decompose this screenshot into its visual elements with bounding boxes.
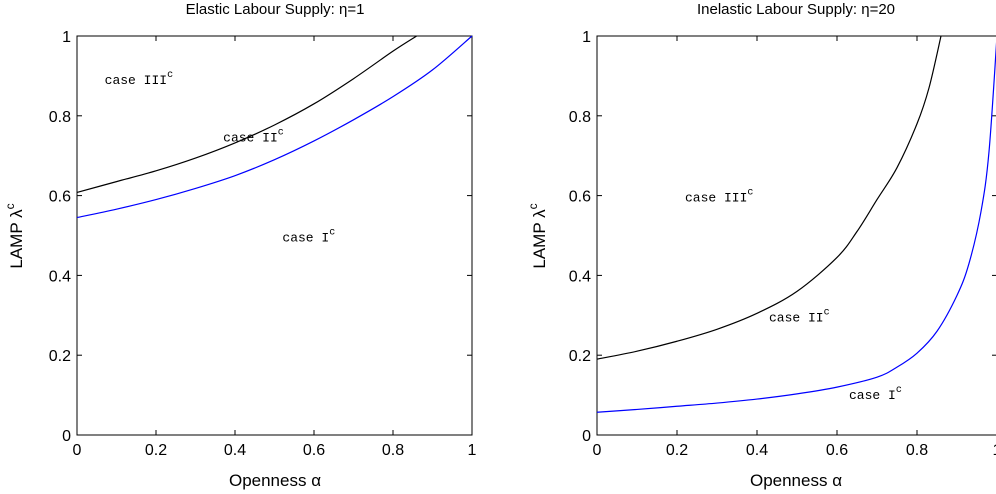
right-annotation: case IIc bbox=[769, 307, 830, 325]
right-y-axis-label: LAMP λc bbox=[526, 203, 549, 268]
left-annotation-sup: c bbox=[329, 227, 335, 238]
right-y-tick-label: 0 bbox=[582, 428, 591, 445]
left-annotation-text: case III bbox=[105, 73, 167, 88]
left-annotation-text: case II bbox=[223, 131, 278, 146]
right-annotation-text: case II bbox=[769, 310, 824, 325]
left-y-tick-label: 1 bbox=[62, 29, 71, 46]
right-x-tick-label: 0.8 bbox=[906, 442, 928, 459]
left-y-tick-label: 0.8 bbox=[49, 109, 71, 126]
right-annotation: case Ic bbox=[849, 385, 902, 403]
left-y-tick-label: 0 bbox=[62, 428, 71, 445]
right-annotation-sup: c bbox=[896, 385, 902, 396]
right-annotation: case IIIc bbox=[685, 188, 753, 206]
left-annotation: case Ic bbox=[282, 227, 335, 245]
right-chart-panel: Inelastic Labour Supply: η=20 0 0.2 0.4 0.6… bbox=[526, 1, 996, 490]
left-chart-title: Elastic Labour Supply: η=1 bbox=[186, 1, 365, 18]
left-x-tick-label: 0.4 bbox=[224, 442, 246, 459]
left-annotation: case IIc bbox=[223, 128, 284, 146]
right-chart-title: Inelastic Labour Supply: η=20 bbox=[697, 1, 895, 18]
left-annotation-sup: c bbox=[278, 128, 284, 139]
left-axis-ticks: 0 0.2 0.4 0.6 0.8 1 0 0.2 0.4 0.6 0.8 1 bbox=[49, 29, 477, 459]
left-annotation-text: case I bbox=[282, 230, 329, 245]
right-y-tick-label: 0.4 bbox=[569, 268, 591, 285]
left-y-axis-label-main: LAMP λ bbox=[7, 209, 26, 269]
left-y-axis-label: LAMP λc bbox=[3, 203, 26, 268]
left-y-tick-label: 0.6 bbox=[49, 189, 71, 206]
right-plot-frame bbox=[596, 35, 996, 436]
left-x-tick-label: 0 bbox=[73, 442, 82, 459]
right-x-tick-label: 0.2 bbox=[666, 442, 688, 459]
right-series-group bbox=[596, 35, 996, 413]
left-annotation-sup: c bbox=[167, 70, 173, 81]
right-series-line-1 bbox=[596, 35, 942, 360]
right-y-axis-label-main: LAMP λ bbox=[530, 209, 549, 269]
left-x-tick-label: 0.6 bbox=[303, 442, 325, 459]
left-x-axis-label: Openness α bbox=[229, 471, 321, 490]
left-y-axis-label-sup: c bbox=[3, 203, 17, 209]
right-y-axis-label-sup: c bbox=[526, 203, 540, 209]
right-x-tick-label: 1 bbox=[993, 442, 996, 459]
left-y-tick-label: 0.2 bbox=[49, 348, 71, 365]
right-annotation-sup: c bbox=[747, 188, 753, 199]
right-x-tick-label: 0.6 bbox=[826, 442, 848, 459]
right-axis-ticks: 0 0.2 0.4 0.6 0.8 1 0 0.2 0.4 0.6 0.8 1 bbox=[569, 29, 996, 459]
left-annotation: case IIIc bbox=[105, 70, 173, 88]
right-y-tick-label: 1 bbox=[582, 29, 591, 46]
left-series-group bbox=[76, 35, 473, 219]
left-series-line-1 bbox=[76, 35, 418, 193]
left-x-tick-label: 0.2 bbox=[145, 442, 167, 459]
right-x-tick-label: 0.4 bbox=[746, 442, 768, 459]
right-y-tick-label: 0.2 bbox=[569, 348, 591, 365]
right-y-tick-label: 0.8 bbox=[569, 109, 591, 126]
right-annotation-sup: c bbox=[824, 307, 830, 318]
left-series-line-2 bbox=[76, 35, 473, 219]
right-annotation-text: case III bbox=[685, 191, 747, 206]
left-x-tick-label: 1 bbox=[468, 442, 477, 459]
right-annotation-text: case I bbox=[849, 388, 896, 403]
left-plot-frame bbox=[76, 35, 473, 436]
right-x-tick-label: 0 bbox=[593, 442, 602, 459]
right-x-axis-label: Openness α bbox=[750, 471, 842, 490]
left-y-tick-label: 0.4 bbox=[49, 268, 71, 285]
right-y-tick-label: 0.6 bbox=[569, 189, 591, 206]
right-series-line-2 bbox=[596, 41, 996, 413]
left-chart-panel: Elastic Labour Supply: η=1 0 0.2 0.4 0.6 0.8… bbox=[3, 1, 477, 490]
left-x-tick-label: 0.8 bbox=[382, 442, 404, 459]
